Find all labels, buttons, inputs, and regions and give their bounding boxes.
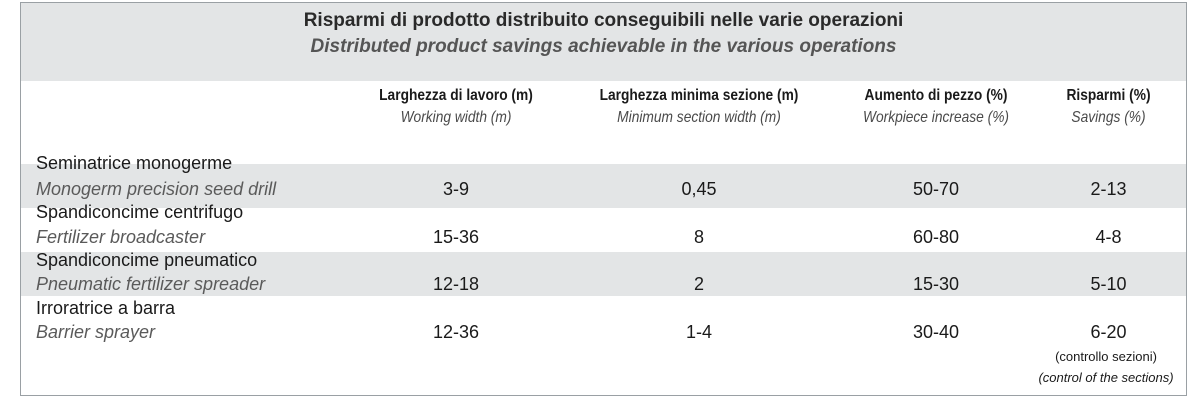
row-label-english: Monogerm precision seed drill bbox=[36, 179, 277, 199]
column-header-working-width: Larghezza di lavoro (m) Working width (m… bbox=[356, 87, 556, 127]
table-cell: 60-80 bbox=[912, 227, 960, 247]
row-label: Irroratrice a barra bbox=[36, 298, 176, 318]
row-label-english: Barrier sprayer bbox=[36, 322, 156, 342]
table-cell: 15-36 bbox=[432, 227, 480, 247]
row-band bbox=[21, 252, 1186, 296]
row-label: Seminatrice monogerme bbox=[36, 153, 233, 173]
column-header-min-section-width: Larghezza minima sezione (m) Minimum sec… bbox=[571, 87, 827, 127]
row-label: Spandiconcime centrifugo bbox=[36, 202, 244, 222]
column-header-label: Larghezza minima sezione (m) bbox=[599, 87, 799, 104]
table-cell: 2-13 bbox=[1090, 179, 1127, 199]
column-header-savings: Risparmi (%) Savings (%) bbox=[1046, 87, 1171, 127]
table-cell: 1-4 bbox=[685, 322, 712, 342]
table-cell: 4-8 bbox=[1095, 227, 1122, 247]
row-band bbox=[21, 164, 1186, 208]
title-band bbox=[21, 3, 1186, 81]
table-cell: 3-9 bbox=[442, 179, 469, 199]
table-cell: 30-40 bbox=[912, 322, 960, 342]
savings-note-english: (control of the sections) bbox=[1038, 370, 1174, 385]
table-title: Risparmi di prodotto distribuito consegu… bbox=[303, 10, 904, 31]
table-cell: 8 bbox=[693, 227, 704, 247]
savings-table: Risparmi di prodotto distribuito consegu… bbox=[20, 2, 1187, 396]
savings-note: (controllo sezioni) bbox=[1055, 349, 1157, 364]
column-header-workpiece-increase: Aumento di pezzo (%) Workpiece increase … bbox=[836, 87, 1036, 127]
table-cell: 6-20 bbox=[1090, 322, 1127, 342]
column-header-label-english: Working width (m) bbox=[400, 109, 512, 126]
column-header-label: Larghezza di lavoro (m) bbox=[379, 87, 533, 104]
table-cell: 0,45 bbox=[681, 179, 717, 199]
column-header-label: Risparmi (%) bbox=[1066, 87, 1151, 104]
column-header-label-english: Minimum section width (m) bbox=[617, 109, 781, 126]
row-label-english: Pneumatic fertilizer spreader bbox=[36, 274, 266, 294]
table-title-english: Distributed product savings achievable i… bbox=[310, 36, 897, 57]
table-cell: 15-30 bbox=[912, 274, 960, 294]
table-cell: 2 bbox=[693, 274, 704, 294]
table-cell: 50-70 bbox=[912, 179, 960, 199]
table-cell: 5-10 bbox=[1090, 274, 1127, 294]
table-cell: 12-36 bbox=[432, 322, 480, 342]
column-header-label-english: Savings (%) bbox=[1071, 109, 1146, 126]
row-label: Spandiconcime pneumatico bbox=[36, 250, 258, 270]
column-header-label: Aumento di pezzo (%) bbox=[864, 87, 1008, 104]
table-cell: 12-18 bbox=[432, 274, 480, 294]
column-header-label-english: Workpiece increase (%) bbox=[862, 109, 1010, 126]
row-label-english: Fertilizer broadcaster bbox=[36, 227, 206, 247]
